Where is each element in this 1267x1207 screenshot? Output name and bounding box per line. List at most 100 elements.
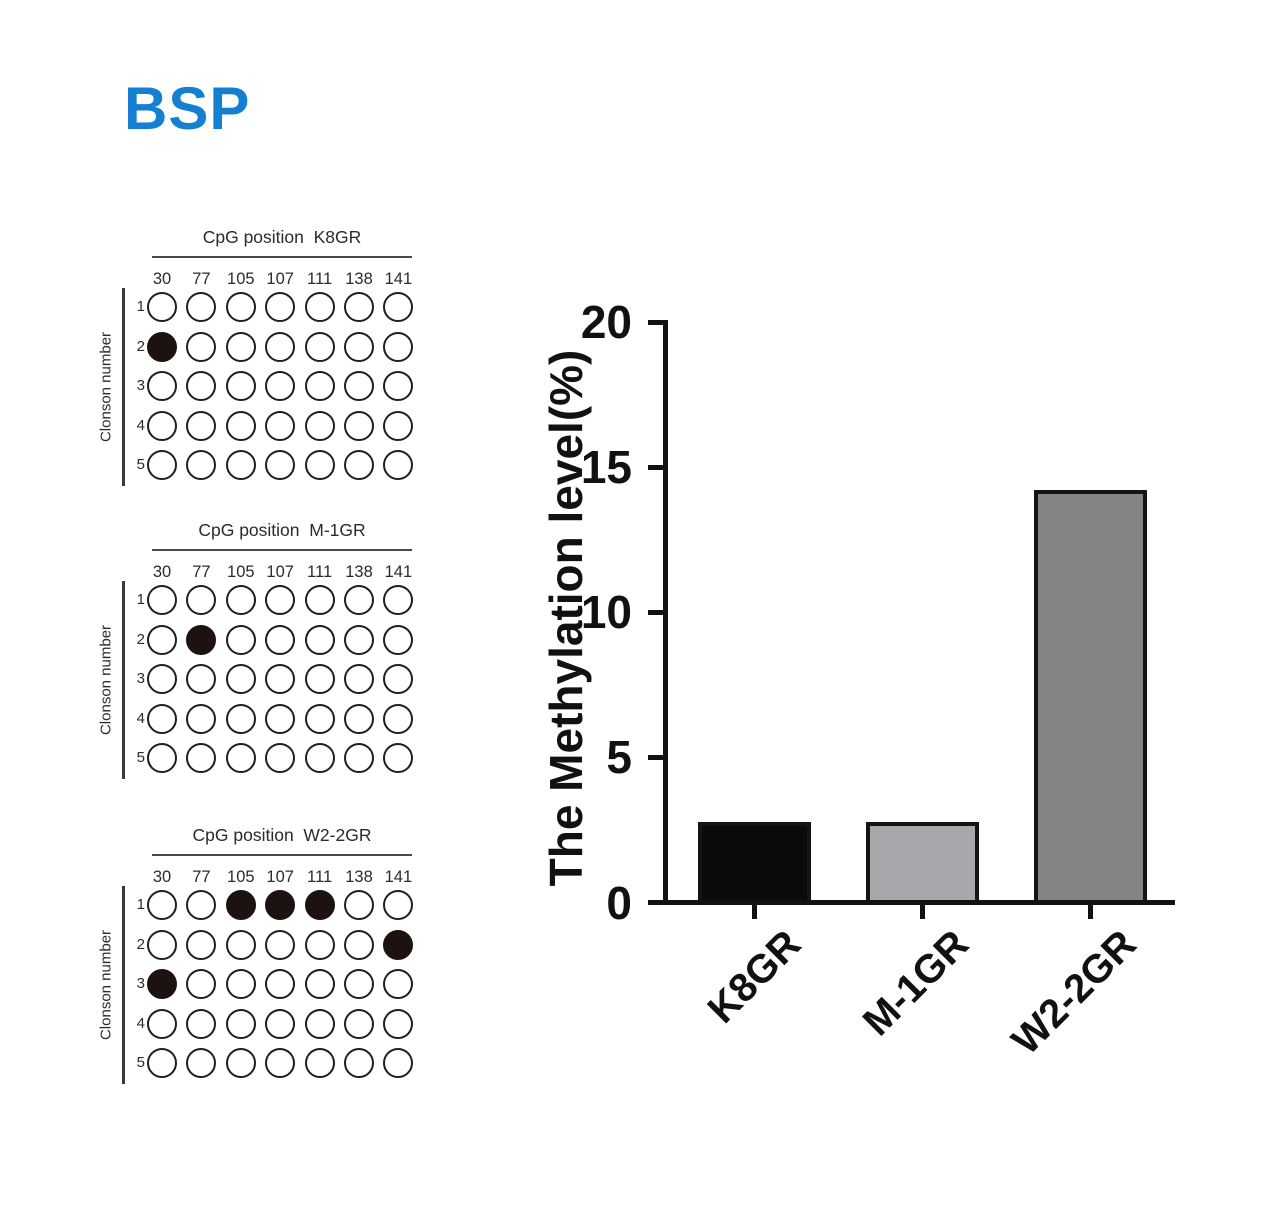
- cpg-circle-unmethylated: [344, 585, 374, 615]
- cpg-circle-unmethylated: [186, 1008, 217, 1039]
- cpg-circle-unmethylated: [265, 371, 296, 401]
- cpg-position-label: 107: [266, 563, 294, 581]
- cpg-circle-unmethylated: [147, 624, 177, 655]
- clone-axis-line: [122, 886, 125, 1084]
- cpg-circle-unmethylated: [265, 410, 296, 441]
- cpg-circle-unmethylated: [344, 743, 374, 773]
- clone-row-label: 1: [136, 591, 145, 608]
- cpg-circle-unmethylated: [383, 703, 414, 734]
- cpg-circle-unmethylated: [344, 929, 374, 960]
- cpg-circle-unmethylated: [265, 969, 296, 999]
- cpg-matrix-M-1GR: CpG position M-1GR 30 77 105 107 111 138 141 1 2 3…: [85, 520, 430, 818]
- cpg-circle-unmethylated: [344, 624, 374, 655]
- cpg-circle-unmethylated: [265, 624, 296, 655]
- clone-row-label: 3: [136, 670, 145, 687]
- clone-row-label: 5: [136, 456, 145, 473]
- cpg-circle-unmethylated: [147, 743, 177, 773]
- cpg-circle-unmethylated: [265, 703, 296, 734]
- cpg-circle-unmethylated: [265, 331, 296, 362]
- cpg-circle-unmethylated: [147, 450, 177, 480]
- cpg-circle-unmethylated: [344, 331, 374, 362]
- cpg-circle-unmethylated: [186, 450, 217, 480]
- clone-row-label: 4: [136, 416, 145, 434]
- cpg-circle-unmethylated: [225, 371, 256, 401]
- cpg-position-label: 111: [307, 563, 333, 581]
- cpg-circle-unmethylated: [383, 969, 414, 999]
- cpg-circle-unmethylated: [304, 331, 335, 362]
- cpg-circle-unmethylated: [383, 585, 414, 615]
- cpg-position-label: 141: [384, 563, 413, 581]
- cpg-circle-unmethylated: [225, 929, 256, 960]
- x-tick: [751, 905, 757, 919]
- cpg-circle-unmethylated: [265, 292, 296, 322]
- cpg-circle-unmethylated: [225, 450, 256, 480]
- cpg-circle-unmethylated: [147, 585, 177, 615]
- cpg-circle-unmethylated: [225, 624, 256, 655]
- cpg-circle-unmethylated: [225, 969, 256, 999]
- cpg-circle-unmethylated: [265, 664, 296, 694]
- cpg-circle-unmethylated: [147, 664, 177, 694]
- cpg-circle-unmethylated: [304, 703, 335, 734]
- cpg-circle-unmethylated: [304, 410, 335, 441]
- cpg-circle-unmethylated: [186, 890, 217, 920]
- cpg-circle-unmethylated: [186, 292, 217, 322]
- matrix-title: CpG position K8GR: [202, 227, 362, 247]
- y-tick: [648, 609, 663, 615]
- y-tick: [648, 754, 663, 760]
- clone-row-label: 1: [136, 298, 145, 315]
- cpg-circle-unmethylated: [265, 1008, 296, 1039]
- cpg-circle-unmethylated: [225, 410, 256, 441]
- clone-axis-label: Clonson number: [97, 331, 115, 443]
- clone-row-label: 4: [136, 709, 145, 727]
- cpg-position-label: 107: [266, 868, 294, 886]
- x-axis-line: [663, 900, 1175, 905]
- cpg-matrix-K8GR: CpG position K8GR 30 77 105 107 111 138 141 1 2 3 4…: [85, 227, 430, 525]
- cpg-position-label: 30: [152, 270, 172, 288]
- cpg-circle-unmethylated: [186, 969, 217, 999]
- cpg-position-label: 105: [227, 270, 255, 288]
- clone-row-label: 4: [136, 1014, 145, 1032]
- cpg-position-label: 138: [345, 563, 373, 581]
- cpg-circle-unmethylated: [225, 703, 256, 734]
- cpg-circle-methylated: [383, 929, 414, 960]
- cpg-circle-unmethylated: [304, 929, 335, 960]
- cpg-position-label: 77: [192, 563, 211, 581]
- matrix-underline: [152, 549, 412, 551]
- cpg-circle-unmethylated: [344, 371, 374, 401]
- cpg-circle-unmethylated: [225, 585, 256, 615]
- cpg-position-label: 105: [227, 868, 255, 886]
- cpg-circle-unmethylated: [225, 743, 256, 773]
- cpg-circle-unmethylated: [147, 1008, 177, 1039]
- cpg-position-label: 111: [307, 868, 333, 886]
- cpg-circle-methylated: [186, 624, 217, 655]
- cpg-circle-unmethylated: [383, 450, 414, 480]
- cpg-circle-unmethylated: [147, 371, 177, 401]
- cpg-circle-unmethylated: [304, 1008, 335, 1039]
- cpg-circle-unmethylated: [383, 664, 414, 694]
- matrix-underline: [152, 256, 412, 258]
- cpg-circle-methylated: [304, 890, 335, 920]
- cpg-circle-unmethylated: [147, 703, 177, 734]
- cpg-circle-unmethylated: [186, 743, 217, 773]
- cpg-circle-unmethylated: [383, 1048, 414, 1078]
- cpg-position-label: 77: [192, 868, 211, 886]
- x-tick: [1087, 905, 1093, 919]
- cpg-circle-unmethylated: [147, 1048, 177, 1078]
- y-tick: [648, 464, 663, 470]
- y-tick-label: 20: [580, 296, 632, 348]
- cpg-circle-unmethylated: [344, 450, 374, 480]
- cpg-circle-unmethylated: [265, 585, 296, 615]
- cpg-position-label: 138: [345, 270, 373, 288]
- clone-row-label: 1: [136, 896, 145, 913]
- cpg-circle-unmethylated: [344, 969, 374, 999]
- cpg-circle-unmethylated: [186, 331, 217, 362]
- cpg-circle-unmethylated: [225, 664, 256, 694]
- cpg-circle-unmethylated: [344, 703, 374, 734]
- cpg-position-label: 30: [152, 868, 172, 886]
- cpg-circle-unmethylated: [186, 371, 217, 401]
- bar-M-1GR: [865, 821, 979, 905]
- y-tick-label: 0: [606, 876, 632, 929]
- matrix-underline: [152, 854, 412, 856]
